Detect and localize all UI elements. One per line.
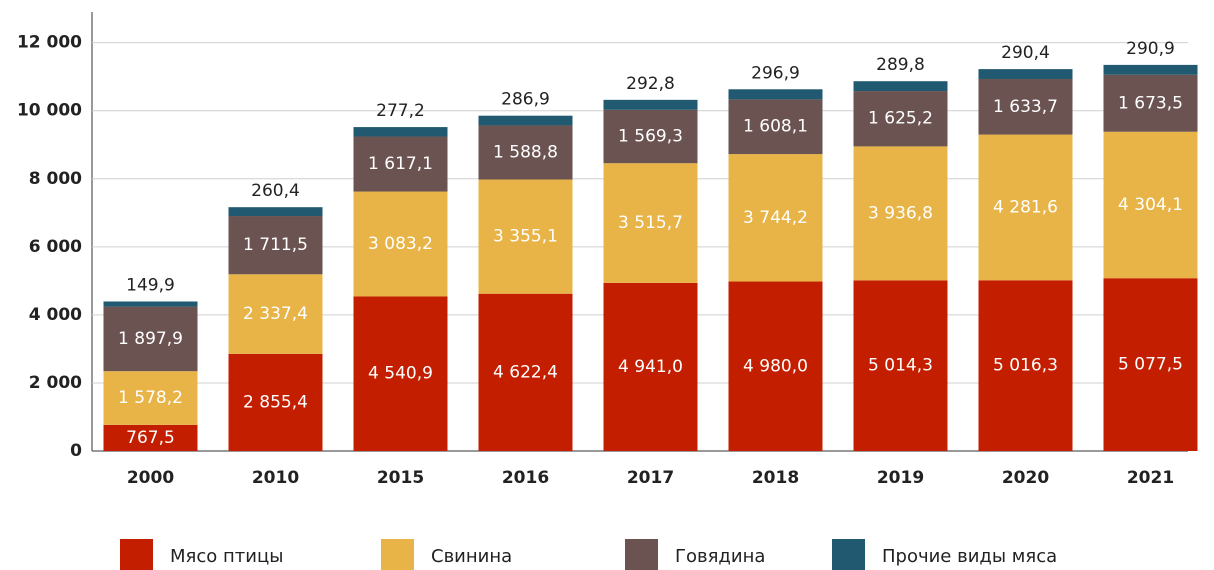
y-tick-label: 12 000 — [17, 33, 82, 53]
bar-segment — [103, 306, 198, 372]
bar-segment — [603, 109, 698, 164]
bar-segment — [228, 207, 323, 217]
data-label: 3 936,8 — [868, 203, 933, 223]
x-tick-label: 2010 — [252, 468, 299, 488]
bar-segment — [353, 296, 448, 451]
bar-segment — [103, 424, 198, 451]
data-label: 286,9 — [501, 90, 550, 110]
bar-segment — [103, 301, 198, 307]
data-label: 149,9 — [126, 275, 175, 295]
x-tick-label: 2020 — [1002, 468, 1049, 488]
bar-segment — [978, 69, 1073, 79]
bar-segment — [603, 99, 698, 110]
legend-swatch — [381, 539, 414, 570]
data-label: 2 855,4 — [243, 392, 308, 412]
y-tick-label: 4 000 — [29, 305, 82, 325]
y-tick-label: 2 000 — [29, 373, 82, 393]
data-label: 1 673,5 — [1118, 93, 1183, 113]
y-tick-label: 0 — [70, 441, 82, 461]
data-label: 292,8 — [626, 74, 675, 94]
bar-segment — [978, 134, 1073, 281]
bar-segment — [1103, 64, 1198, 75]
legend-label: Свинина — [431, 546, 512, 567]
legend-label: Мясо птицы — [170, 546, 283, 567]
data-label: 4 281,6 — [993, 197, 1058, 217]
legend-label: Прочие виды мяса — [882, 546, 1057, 567]
bar-segment — [978, 78, 1073, 135]
data-label: 1 588,8 — [493, 142, 558, 162]
data-label: 296,9 — [751, 63, 800, 83]
data-label: 767,5 — [126, 428, 175, 448]
bar-segment — [353, 127, 448, 137]
bar-segment — [228, 216, 323, 275]
data-label: 260,4 — [251, 181, 300, 201]
bar-segment — [353, 136, 448, 192]
bar-segment — [728, 89, 823, 100]
data-label: 4 540,9 — [368, 364, 433, 384]
data-label: 4 941,0 — [618, 357, 683, 377]
bar-segment — [103, 371, 198, 425]
data-label: 277,2 — [376, 101, 425, 121]
x-tick-label: 2015 — [377, 468, 424, 488]
data-label: 5 077,5 — [1118, 355, 1183, 375]
bar-segment — [728, 99, 823, 155]
bar-segment — [478, 115, 573, 126]
legend-swatch — [625, 539, 658, 570]
data-label: 1 897,9 — [118, 329, 183, 349]
y-tick-label: 6 000 — [29, 237, 82, 257]
x-tick-label: 2000 — [127, 468, 174, 488]
bar-segment — [228, 353, 323, 451]
bar-segment — [728, 281, 823, 451]
data-label: 290,4 — [1001, 43, 1050, 63]
legend-swatch — [832, 539, 865, 570]
data-label: 1 633,7 — [993, 97, 1058, 117]
data-label: 5 014,3 — [868, 356, 933, 376]
data-label: 3 355,1 — [493, 227, 558, 247]
bar-segment — [603, 282, 698, 451]
x-tick-label: 2019 — [877, 468, 924, 488]
data-label: 3 515,7 — [618, 213, 683, 233]
x-tick-label: 2021 — [1127, 468, 1174, 488]
data-label: 1 617,1 — [368, 154, 433, 174]
bar-segment — [853, 146, 948, 281]
x-tick-label: 2016 — [502, 468, 549, 488]
data-label: 1 608,1 — [743, 117, 808, 137]
data-label: 4 980,0 — [743, 356, 808, 376]
data-label: 4 304,1 — [1118, 195, 1183, 215]
legend-label: Говядина — [675, 546, 765, 567]
bar-segment — [728, 154, 823, 282]
data-label: 3 744,2 — [743, 208, 808, 228]
data-label: 5 016,3 — [993, 356, 1058, 376]
bar-segment — [603, 163, 698, 283]
bar-segment — [228, 274, 323, 354]
data-label: 1 711,5 — [243, 235, 308, 255]
bar-segment — [1103, 131, 1198, 279]
bar-segment — [853, 280, 948, 451]
data-label: 1 625,2 — [868, 109, 933, 129]
x-tick-label: 2017 — [627, 468, 674, 488]
y-tick-label: 10 000 — [17, 101, 82, 121]
bar-segment — [478, 293, 573, 451]
bar-segment — [1103, 74, 1198, 132]
data-label: 3 083,2 — [368, 234, 433, 254]
data-label: 4 622,4 — [493, 362, 558, 382]
data-label: 2 337,4 — [243, 304, 308, 324]
bar-segment — [478, 125, 573, 180]
data-label: 1 578,2 — [118, 388, 183, 408]
bar-segment — [978, 280, 1073, 451]
legend-swatch — [120, 539, 153, 570]
data-label: 289,8 — [876, 55, 925, 75]
bar-segment — [478, 179, 573, 294]
bar-segment — [853, 91, 948, 147]
y-tick-label: 8 000 — [29, 169, 82, 189]
bar-segment — [1103, 278, 1198, 451]
data-label: 290,9 — [1126, 39, 1175, 59]
bar-segment — [353, 191, 448, 297]
x-tick-label: 2018 — [752, 468, 799, 488]
bar-segment — [853, 81, 948, 92]
data-label: 1 569,3 — [618, 127, 683, 147]
